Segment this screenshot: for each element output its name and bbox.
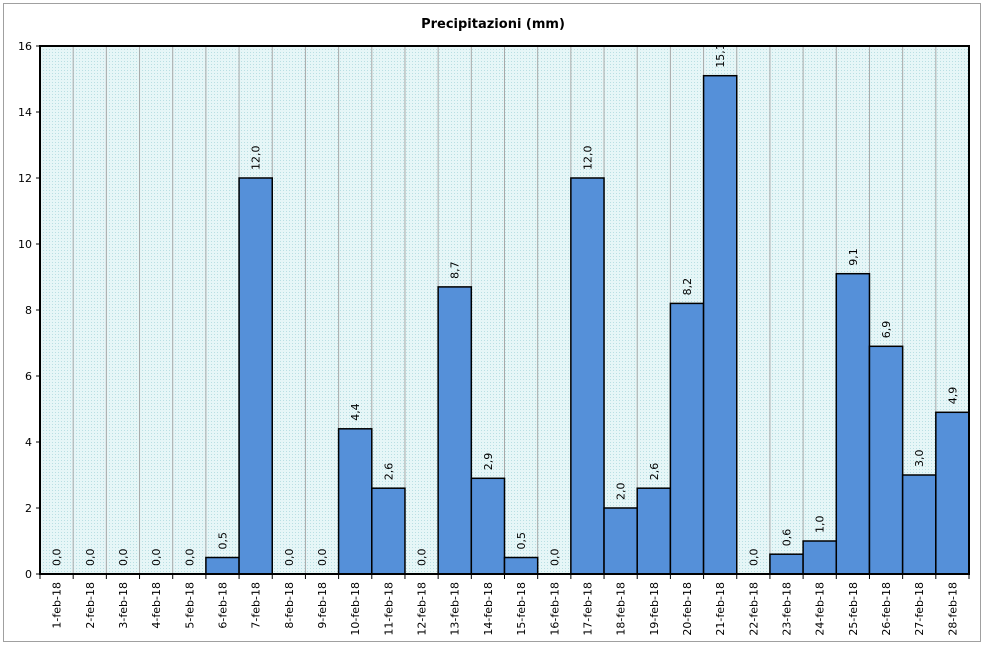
x-tick-label: 20-feb-18 (681, 582, 694, 636)
data-label: 0,5 (216, 532, 229, 550)
bar (802, 540, 838, 574)
bar (901, 474, 937, 574)
data-label: 0,0 (316, 549, 329, 567)
bar (503, 556, 539, 574)
chart-frame: Precipitazioni (mm) 0,0 0,0 0,0 0,0 0,0 0,5 12… (3, 3, 981, 642)
data-label: 0,0 (548, 549, 561, 567)
data-label: 0,0 (117, 549, 130, 567)
data-label: 9,1 (847, 248, 860, 266)
y-tick-label: 16 (18, 40, 32, 53)
bar (371, 487, 406, 574)
bars (205, 74, 969, 574)
data-label: 3,0 (913, 450, 926, 468)
x-tick-label: 18-feb-18 (615, 582, 628, 636)
x-tick-label: 28-feb-18 (946, 582, 959, 636)
x-tick-label: 23-feb-18 (781, 582, 794, 636)
data-label: 4,4 (349, 403, 362, 421)
data-label: 2,6 (648, 463, 661, 481)
bar (835, 272, 871, 574)
x-tick-label: 8-feb-18 (283, 582, 296, 629)
bar (935, 411, 969, 574)
x-tick-label: 15-feb-18 (515, 582, 528, 636)
x-tick-label: 26-feb-18 (880, 582, 893, 636)
data-labels: 0,0 0,0 0,0 0,0 0,0 0,5 12,0 0,0 0,0 4,4 2,6 0,0 8,7… (51, 43, 960, 567)
data-label: 6,9 (880, 321, 893, 339)
data-label: 0,0 (150, 549, 163, 567)
data-label: 0,0 (51, 549, 64, 567)
x-tick-label: 10-feb-18 (349, 582, 362, 636)
x-tick-label: 11-feb-18 (382, 582, 395, 636)
data-label: 12,0 (250, 146, 263, 170)
data-label: 15,1 (714, 43, 727, 67)
data-label: 1,0 (814, 516, 827, 534)
x-tick-label: 6-feb-18 (216, 582, 229, 629)
bar (603, 507, 638, 574)
bar (636, 487, 672, 574)
x-tick-label: 2-feb-18 (84, 582, 97, 629)
bar (238, 177, 273, 574)
data-label: 12,0 (581, 146, 594, 171)
x-tick-label: 3-feb-18 (117, 582, 130, 629)
y-tick-label: 0 (25, 568, 32, 581)
bar (702, 74, 738, 574)
data-label: 0,0 (183, 549, 196, 567)
bar (669, 302, 705, 574)
data-label: 0,0 (283, 549, 296, 567)
bar (570, 177, 605, 574)
bar (868, 345, 904, 574)
x-tick-label: 7-feb-18 (250, 582, 263, 629)
data-label: 0,6 (781, 529, 794, 547)
data-label: 4,9 (946, 387, 959, 405)
x-tick-label: 13-feb-18 (449, 582, 462, 636)
x-tick-label: 27-feb-18 (913, 582, 926, 636)
x-tick-label: 4-feb-18 (150, 582, 163, 629)
x-tick-label: 19-feb-18 (648, 582, 661, 636)
x-tick-label: 21-feb-18 (714, 582, 727, 636)
data-label: 2,0 (615, 483, 628, 501)
x-tick-label: 24-feb-18 (814, 582, 827, 636)
chart-title: Precipitazioni (mm) (421, 17, 565, 32)
bar (769, 553, 804, 574)
data-label: 0,0 (416, 549, 429, 567)
data-label: 8,7 (449, 261, 462, 279)
y-tick-label: 4 (25, 436, 32, 449)
y-tick-label: 8 (25, 304, 32, 317)
x-tick-label: 12-feb-18 (416, 582, 429, 636)
x-tick-label: 9-feb-18 (316, 582, 329, 629)
bar (470, 477, 506, 574)
x-tick-label: 25-feb-18 (847, 582, 860, 636)
x-tick-label: 1-feb-18 (51, 582, 64, 629)
bar (205, 556, 240, 574)
data-label: 0,0 (747, 549, 760, 567)
precipitation-chart: Precipitazioni (mm) 0,0 0,0 0,0 0,0 0,0 0,5 12… (18, 17, 970, 636)
y-tick-label: 6 (25, 370, 32, 383)
data-label: 2,9 (482, 453, 495, 471)
bar (437, 286, 473, 574)
x-tick-label: 14-feb-18 (482, 582, 495, 636)
y-tick-label: 2 (25, 502, 32, 515)
x-tick-label: 16-feb-18 (548, 582, 561, 636)
bar (337, 428, 373, 574)
data-label: 0,5 (515, 532, 528, 550)
y-tick-label: 12 (18, 172, 32, 185)
data-label: 0,0 (84, 549, 97, 567)
data-label: 8,2 (681, 278, 694, 296)
y-axis: 0 2 4 6 8 10 12 14 16 (18, 40, 40, 581)
data-label: 2,6 (382, 463, 395, 481)
y-tick-label: 10 (18, 238, 32, 251)
x-tick-label: 5-feb-18 (183, 582, 196, 629)
x-tick-label: 17-feb-18 (581, 582, 594, 636)
x-axis: 1-feb-18 2-feb-18 3-feb-18 4-feb-18 5-feb-18… (39, 574, 970, 636)
y-tick-label: 14 (18, 106, 32, 119)
x-tick-label: 22-feb-18 (747, 582, 760, 636)
